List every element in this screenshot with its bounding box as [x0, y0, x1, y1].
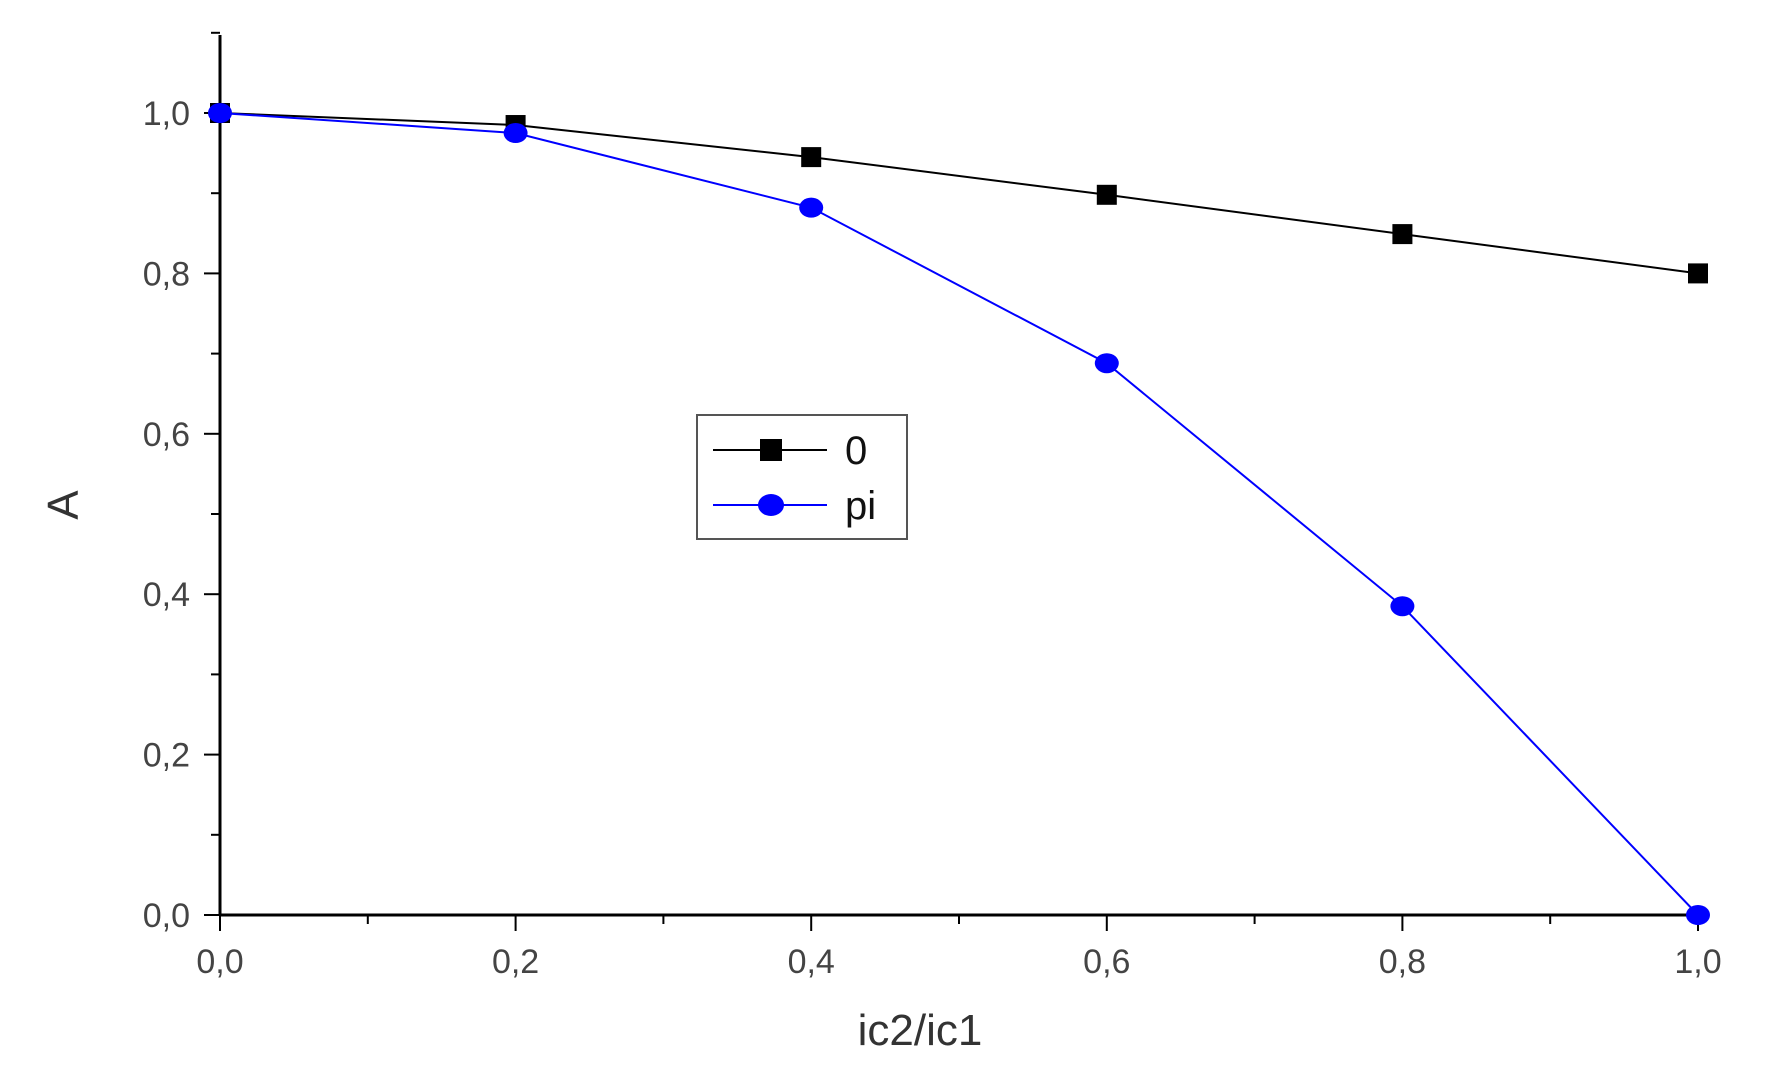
axes: 0,0 0,2 0,4 0,6 0,8 1,0 0,0 0,2 0,4 0,6 0,8 1,0 ic2/… — [39, 31, 1722, 1055]
legend-label-0: 0 — [845, 429, 867, 473]
data-point-square — [1392, 224, 1413, 245]
data-point-circle — [1094, 353, 1119, 374]
y-axis-title: A — [39, 490, 88, 520]
x-axis-title: ic2/ic1 — [858, 1006, 983, 1055]
legend-box — [696, 414, 908, 540]
legend-marker-square — [760, 439, 782, 461]
y-tick-label: 0,8 — [143, 255, 190, 293]
data-point-circle — [1686, 905, 1710, 925]
x-tick-label: 0,6 — [1083, 943, 1130, 981]
y-tick-label: 0,0 — [143, 897, 190, 935]
legend-label-1: pi — [845, 484, 876, 528]
legend-marker-circle — [758, 494, 784, 516]
x-tick-label: 0,2 — [492, 943, 539, 981]
series-layer — [208, 103, 1710, 925]
x-tick-label: 0,0 — [196, 943, 243, 981]
y-tick-label: 0,4 — [143, 576, 190, 614]
x-tick-label: 0,4 — [788, 943, 835, 981]
data-point-circle — [799, 197, 824, 218]
data-point-circle — [503, 123, 528, 144]
series-line-1 — [219, 112, 1699, 916]
data-point-circle — [208, 103, 232, 123]
data-point-square — [801, 147, 822, 168]
data-point-circle — [1390, 596, 1415, 617]
data-point-square — [1096, 184, 1117, 205]
legend: 0 pi — [696, 414, 908, 540]
series-line-0 — [219, 112, 1699, 275]
x-tick-label: 0,8 — [1379, 943, 1426, 981]
data-point-square — [1688, 263, 1708, 284]
y-tick-label: 1,0 — [143, 95, 190, 133]
x-tick-label: 1,0 — [1674, 943, 1721, 981]
y-tick-label: 0,2 — [143, 737, 190, 775]
y-tick-label: 0,6 — [143, 416, 190, 454]
